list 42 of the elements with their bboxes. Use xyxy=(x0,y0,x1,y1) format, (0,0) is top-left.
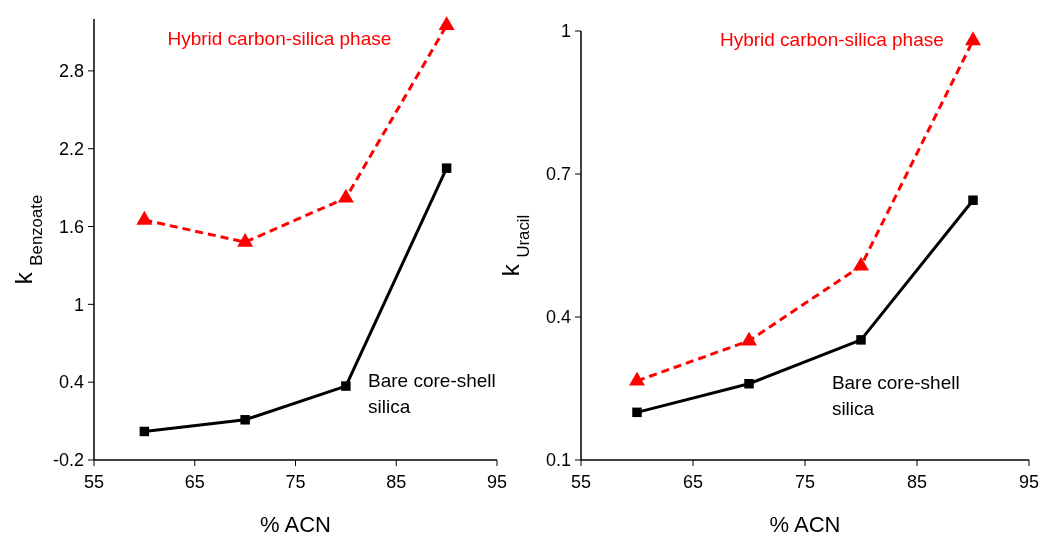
x-tick-label: 75 xyxy=(285,472,306,492)
point xyxy=(139,426,150,437)
y-tick-label: 2.2 xyxy=(58,139,84,160)
point xyxy=(965,31,981,46)
point xyxy=(136,210,153,225)
y-tick-label: 0.7 xyxy=(545,164,571,185)
point xyxy=(438,16,455,31)
series-label: Hybrid carbon-silica phase xyxy=(167,28,392,50)
x-tick-label: 95 xyxy=(486,472,508,492)
point xyxy=(341,381,351,391)
y-tick-label: -0.2 xyxy=(52,450,84,471)
y-tick-label: 1 xyxy=(73,294,84,315)
y-tick-label: 1 xyxy=(560,21,571,42)
point xyxy=(741,331,757,346)
x-tick-label: 55 xyxy=(570,472,592,492)
point xyxy=(629,371,645,386)
point xyxy=(968,195,978,205)
point xyxy=(856,335,866,345)
x-tick-label: 55 xyxy=(83,472,105,492)
y-tick-label: 0.1 xyxy=(545,450,571,471)
x-axis-title: % ACN xyxy=(769,512,841,537)
point xyxy=(853,256,869,271)
x-tick-label: 85 xyxy=(906,472,928,492)
point xyxy=(441,163,452,173)
y-tick-label: 1.6 xyxy=(58,216,84,237)
series-label: Bare core-shell silica xyxy=(368,370,496,417)
y-tick-label: 0.4 xyxy=(545,307,571,328)
x-tick-label: 95 xyxy=(1018,472,1040,492)
point xyxy=(632,407,642,418)
point xyxy=(337,188,354,203)
x-tick-label: 65 xyxy=(682,472,704,492)
y-tick-label: 0.4 xyxy=(58,372,84,393)
series-label: Hybrid carbon-silica phase xyxy=(719,29,944,51)
point xyxy=(240,415,250,425)
x-axis-title: % ACN xyxy=(260,512,331,537)
series-label: Bare core-shell silica xyxy=(831,372,960,420)
x-tick-label: 85 xyxy=(386,472,407,492)
y-tick-label: 2.8 xyxy=(58,61,84,82)
point xyxy=(744,378,754,389)
x-tick-label: 75 xyxy=(794,472,816,492)
point xyxy=(237,232,254,247)
x-tick-label: 65 xyxy=(184,472,205,492)
